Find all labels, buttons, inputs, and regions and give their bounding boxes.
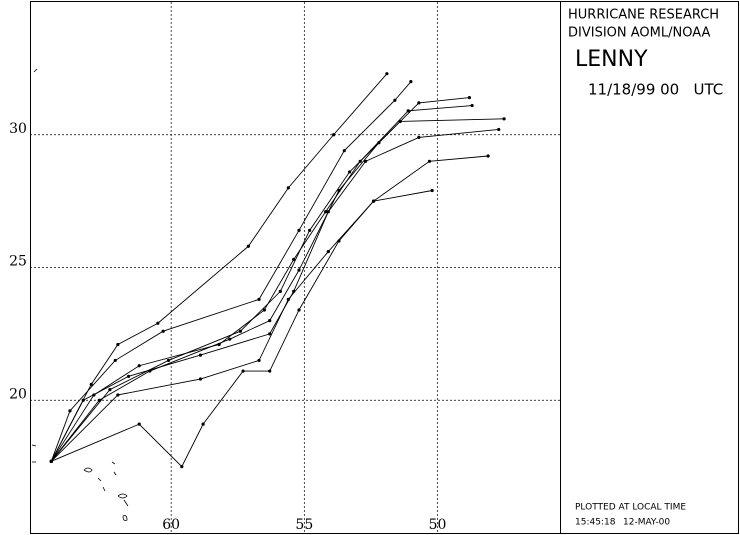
track-point [137, 422, 141, 426]
track-point [161, 329, 165, 333]
track-point [108, 388, 112, 392]
track-point [497, 127, 501, 132]
track-point [308, 228, 312, 232]
track-point [502, 117, 506, 121]
info-panel [560, 1, 739, 534]
y-tick-label: 25 [9, 254, 27, 270]
track-point [113, 358, 117, 363]
footer-time: 15:45:18 [575, 518, 616, 528]
track-point [332, 133, 336, 137]
track [51, 155, 489, 468]
track-point [228, 337, 232, 341]
track [50, 105, 473, 462]
track-point [406, 109, 410, 113]
track-point [297, 268, 301, 272]
track-point [393, 98, 397, 102]
footer-note: PLOTTED AT LOCAL TIME [575, 503, 686, 513]
track-point [292, 289, 296, 293]
track-point [49, 459, 53, 463]
track-point [409, 80, 413, 84]
track [50, 81, 412, 462]
track-point [417, 101, 421, 105]
track-point [363, 159, 368, 163]
track-point [238, 329, 243, 333]
track [50, 97, 470, 462]
x-tick-label: 55 [295, 517, 313, 533]
x-tick-label: 60 [162, 517, 180, 533]
track [50, 73, 388, 462]
track-point [257, 297, 261, 301]
track-point [201, 422, 205, 426]
track-point [116, 393, 120, 397]
track-point [246, 244, 250, 248]
track-point [166, 358, 171, 363]
org-line: DIVISION AOML/NOAA [568, 26, 710, 41]
track-point [268, 319, 272, 323]
track-point [198, 377, 203, 381]
y-tick-label: 30 [9, 121, 27, 137]
track-point [257, 358, 261, 363]
track-point [417, 135, 421, 140]
y-tick-label: 20 [9, 386, 27, 402]
footer-date: 12-MAY-00 [623, 518, 670, 528]
track-point [326, 210, 330, 214]
track-point [297, 308, 301, 312]
track-point [385, 72, 389, 76]
track-point [278, 289, 282, 293]
track-point [347, 170, 352, 174]
track-point [262, 308, 266, 312]
track-point [470, 103, 474, 108]
track-point [371, 199, 376, 203]
track-point [137, 364, 141, 368]
track-point [324, 210, 328, 214]
track-point [156, 321, 160, 325]
islands [31, 68, 129, 521]
track-point [286, 186, 290, 190]
track-point [358, 159, 362, 163]
track-point [486, 154, 490, 158]
track-point [198, 353, 203, 357]
track-point [326, 249, 330, 254]
track [50, 128, 499, 462]
track-point [68, 409, 72, 413]
track-point [217, 342, 221, 347]
track-point [268, 369, 272, 373]
forecast-time: 11/18/99 00 UTC [588, 81, 723, 99]
x-tick-label: 50 [429, 517, 447, 533]
track-point [297, 228, 301, 232]
track-point [427, 159, 432, 163]
track-point [467, 95, 472, 100]
track-point [81, 398, 85, 402]
track-point [430, 188, 434, 193]
track-point [126, 374, 131, 378]
track-point [268, 332, 272, 336]
track [50, 118, 505, 462]
track [50, 190, 433, 462]
org-line: HURRICANE RESEARCH [568, 8, 719, 23]
track-point [292, 257, 296, 262]
storm-name: LENNY [575, 47, 648, 72]
track-point [342, 149, 346, 153]
track-point [89, 382, 93, 386]
track-point [180, 465, 184, 469]
track-point [116, 342, 120, 347]
track-point [241, 369, 245, 373]
